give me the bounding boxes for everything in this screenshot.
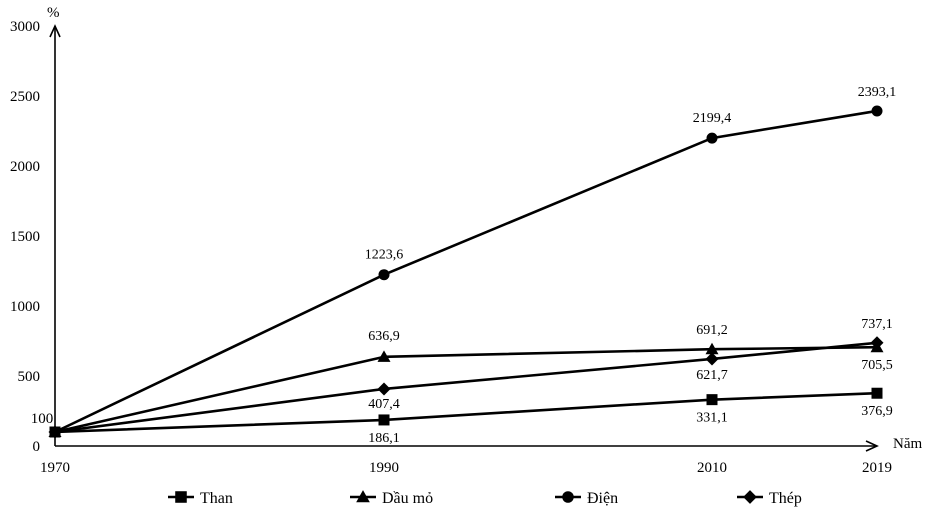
legend-marker: [562, 491, 574, 503]
legend-item: Điện: [555, 490, 618, 507]
data-label: 407,4: [368, 397, 400, 412]
data-point: [706, 394, 718, 406]
data-label: 2393,1: [858, 85, 897, 100]
legend: Than Dầu mỏ Điện Thép: [168, 490, 802, 507]
y-axis-arrow-icon: [49, 24, 61, 38]
data-label: 376,9: [861, 404, 893, 419]
data-point: [706, 132, 718, 144]
data-point: [871, 105, 883, 117]
y-axis-unit: %: [47, 5, 60, 21]
legend-item: Than: [168, 490, 233, 507]
series-line: [54, 391, 878, 434]
data-point: [378, 269, 390, 281]
legend-marker: [356, 490, 370, 503]
axes: [49, 24, 879, 452]
start-value-label: 100: [31, 411, 54, 427]
legend-item: Dầu mỏ: [350, 490, 433, 507]
legend-label: Dầu mỏ: [382, 490, 433, 507]
series-diamond: 407,4 621,7 737,1: [48, 317, 893, 439]
x-tick-label: 1990: [369, 460, 399, 476]
data-label: 331,1: [696, 411, 728, 426]
data-point: [378, 414, 390, 426]
x-axis-unit: Năm: [893, 436, 922, 452]
data-label: 705,5: [861, 358, 893, 373]
data-label: 691,2: [696, 323, 728, 338]
data-label: 636,9: [368, 329, 400, 344]
data-point: [871, 387, 883, 399]
series-circle: 1223,6 2199,4 2393,1: [49, 85, 897, 438]
data-point: [705, 352, 719, 366]
data-point: [870, 336, 884, 350]
y-tick-label: 1000: [10, 299, 40, 315]
series-line: [54, 345, 878, 434]
data-point: [705, 342, 719, 355]
x-tick-label: 1970: [40, 460, 70, 476]
data-label: 2199,4: [693, 111, 732, 126]
x-axis-arrow-icon: [865, 440, 879, 452]
x-tick-label: 2019: [862, 460, 892, 476]
y-tick-label: 2000: [10, 159, 40, 175]
legend-label: Thép: [769, 490, 802, 507]
data-label: 737,1: [861, 317, 893, 332]
data-label: 186,1: [368, 431, 400, 446]
series-line: [54, 341, 878, 434]
y-tick-label: 3000: [10, 19, 40, 35]
legend-marker: [175, 491, 187, 503]
legend-label: Than: [200, 490, 233, 507]
y-tick-label: 1500: [10, 229, 40, 245]
legend-label: Điện: [587, 490, 618, 507]
legend-marker: [743, 490, 757, 504]
y-tick-label: 0: [33, 439, 41, 455]
data-point: [377, 350, 391, 362]
series-line: [54, 109, 878, 434]
series-group: 186,1 331,1 376,9 636,9 691,2 705,5 1223,6 2199…: [48, 85, 897, 446]
y-tick-label: 2500: [10, 89, 40, 105]
data-point: [48, 425, 62, 439]
data-point: [377, 382, 391, 396]
x-tick-label: 2010: [697, 460, 727, 476]
legend-item: Thép: [737, 490, 802, 507]
data-label: 621,7: [696, 368, 728, 383]
x-tick-labels: 1970 1990 2010 2019: [40, 460, 892, 476]
y-tick-labels: 0 500 1000 1500 2000 2500 3000: [10, 19, 40, 455]
y-tick-label: 500: [18, 369, 41, 385]
data-label: 1223,6: [365, 248, 404, 263]
